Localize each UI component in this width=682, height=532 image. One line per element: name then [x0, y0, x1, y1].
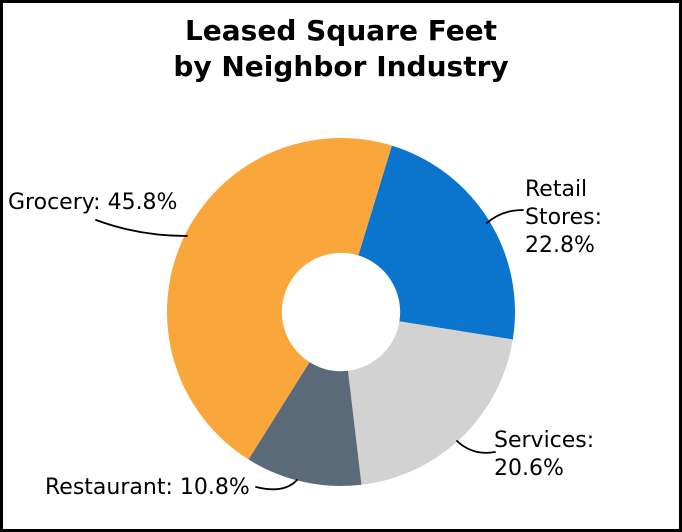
pie-slice-grocery [166, 137, 392, 460]
chart-title-line1: Leased Square Feet [184, 14, 498, 47]
chart-title: Leased Square Feet by Neighbor Industry [0, 13, 682, 85]
slice-label-grocery: Grocery: 45.8% [8, 190, 178, 215]
slice-label-services: Services: 20.6% [494, 428, 595, 481]
chart-title-line2: by Neighbor Industry [173, 50, 509, 83]
slice-label-restaurant: Restaurant: 10.8% [45, 475, 250, 500]
slice-label-retail-stores: Retail Stores: 22.8% [525, 177, 603, 258]
leader-line-services [456, 440, 496, 454]
pie-slice-retail-stores [358, 145, 516, 340]
leader-lines [95, 209, 524, 491]
leader-line-grocery [95, 219, 188, 237]
leader-line-restaurant [255, 479, 298, 491]
pie-slice-restaurant [248, 362, 362, 486]
leader-line-retail-stores [486, 209, 524, 224]
donut-slices [166, 137, 516, 486]
pie-slice-services [347, 321, 513, 485]
